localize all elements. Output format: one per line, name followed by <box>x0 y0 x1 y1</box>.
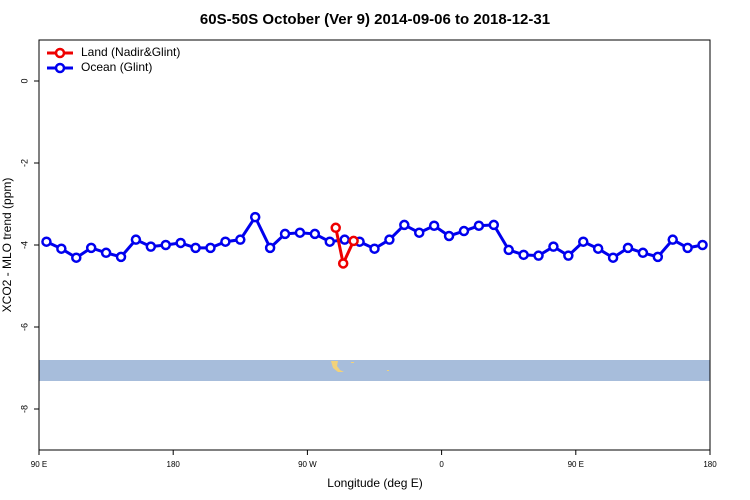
ocean-strip <box>39 360 710 381</box>
point <box>637 247 649 259</box>
y-tick-label: -4 <box>19 241 29 249</box>
point <box>652 251 664 263</box>
point <box>348 235 359 247</box>
x-tick-label: 90 W <box>298 460 317 469</box>
point <box>330 222 341 234</box>
point <box>563 250 574 261</box>
land-shape <box>387 370 389 371</box>
point <box>384 234 395 245</box>
point <box>518 249 529 261</box>
point <box>100 247 112 259</box>
point <box>369 243 380 254</box>
point <box>190 242 201 254</box>
legend-marker <box>54 62 66 74</box>
point <box>413 227 425 238</box>
y-axis-label: XCO2 - MLO trend (ppm) <box>0 178 14 313</box>
point <box>592 243 604 254</box>
y-tick-label: -6 <box>19 323 29 331</box>
x-tick-label: 180 <box>167 460 181 469</box>
point <box>324 236 336 247</box>
point <box>41 236 52 247</box>
point <box>71 252 82 263</box>
chart-title: 60S-50S October (Ver 9) 2014-09-06 to 20… <box>200 11 550 28</box>
point <box>458 225 470 237</box>
point <box>249 211 261 223</box>
series-line <box>334 227 355 269</box>
point <box>697 239 708 251</box>
x-tick-label: 90 E <box>31 460 47 469</box>
point <box>503 244 514 256</box>
point <box>279 228 291 240</box>
x-axis-label: Longitude (deg E) <box>327 476 422 490</box>
point <box>115 251 127 263</box>
point <box>337 258 349 269</box>
point <box>667 234 678 245</box>
point <box>578 236 589 247</box>
map-strip <box>39 360 710 381</box>
x-tick-label: 180 <box>703 460 717 469</box>
point <box>145 241 157 252</box>
point <box>428 220 440 231</box>
point <box>85 242 97 254</box>
point <box>488 219 500 231</box>
legend-label: Land (Nadir&Glint) <box>81 45 180 59</box>
point <box>339 234 350 245</box>
point <box>309 228 321 240</box>
legend-marker <box>54 47 66 59</box>
point <box>56 243 67 254</box>
legend-label: Ocean (Glint) <box>81 60 152 74</box>
y-tick-label: -8 <box>19 405 29 413</box>
point <box>473 220 485 231</box>
point <box>130 234 142 245</box>
point <box>399 219 410 231</box>
x-tick-label: 90 E <box>568 460 584 469</box>
x-tick-label: 0 <box>439 460 444 469</box>
point <box>235 234 246 245</box>
point <box>607 252 619 263</box>
point <box>205 242 216 254</box>
land-shape <box>331 361 344 372</box>
point <box>548 241 559 252</box>
point <box>220 236 231 247</box>
point <box>160 239 171 251</box>
y-tick-label: 0 <box>19 78 29 83</box>
point <box>294 227 306 238</box>
point <box>264 242 276 254</box>
point <box>622 242 634 254</box>
point <box>443 230 455 242</box>
point <box>175 237 186 249</box>
y-tick-label: -2 <box>19 159 29 167</box>
point <box>533 250 544 261</box>
point <box>682 242 693 254</box>
land-shape <box>351 362 354 363</box>
